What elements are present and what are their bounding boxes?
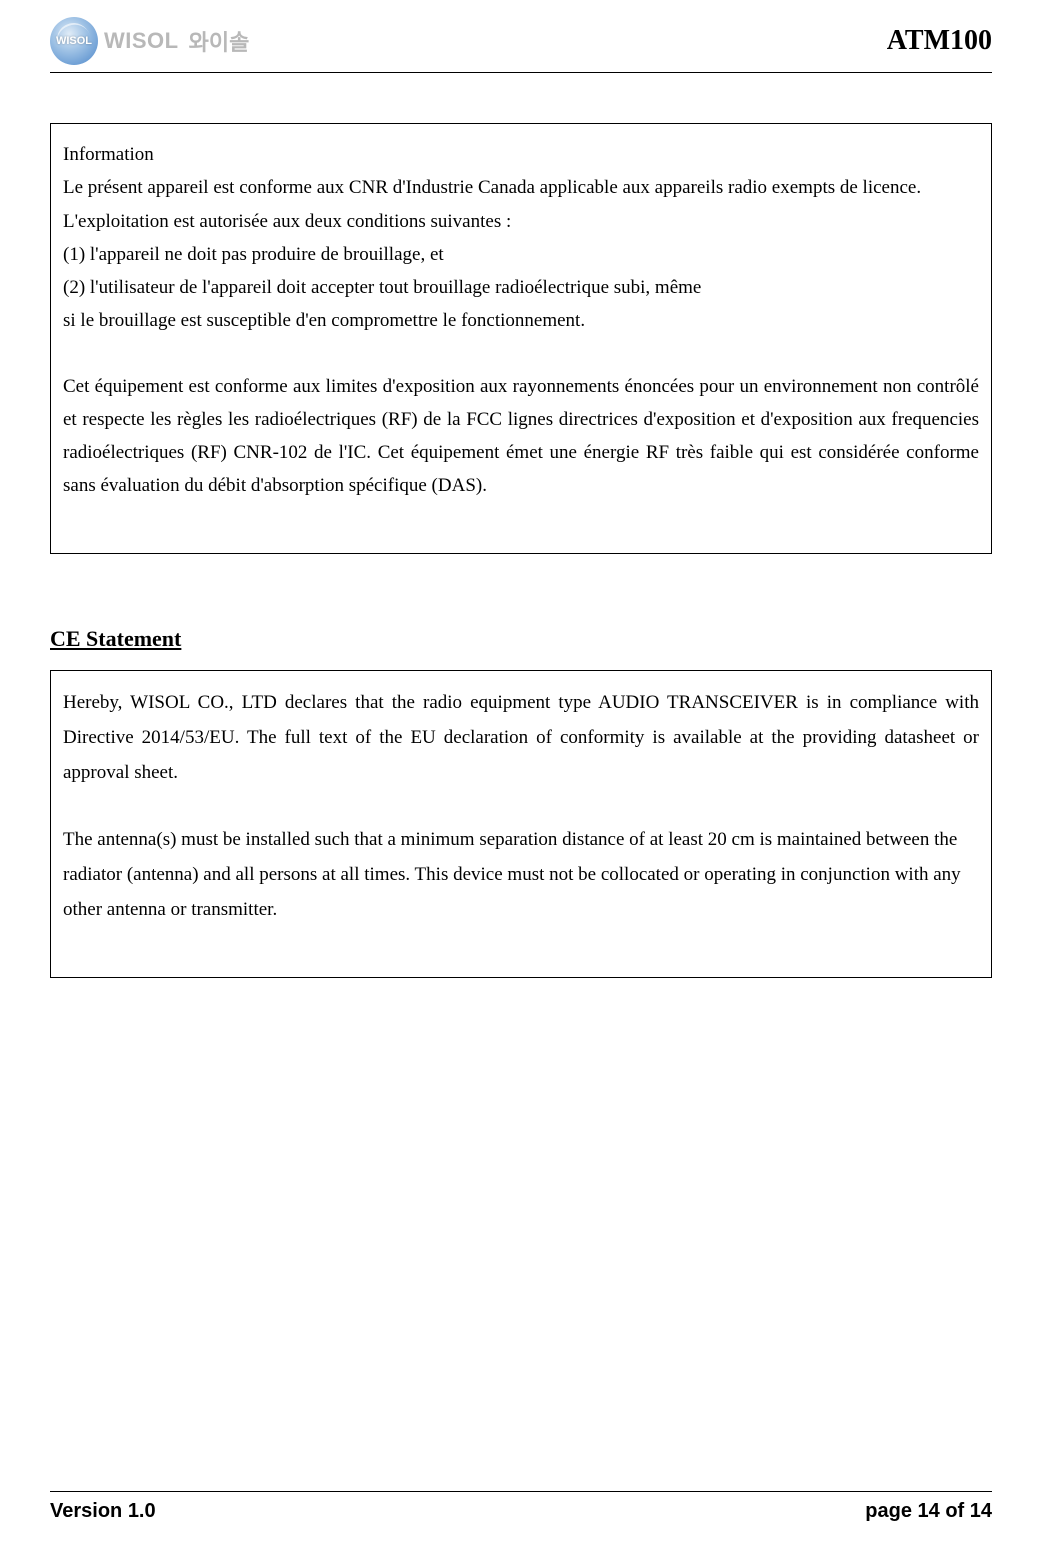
information-paragraph-1: Information Le présent appareil est conf… bbox=[63, 138, 979, 338]
ce-statement-box: Hereby, WISOL CO., LTD declares that the… bbox=[50, 670, 992, 979]
footer-divider bbox=[50, 1491, 992, 1492]
wisol-logo-icon: WISOL bbox=[50, 17, 98, 65]
info-line-3: (1) l'appareil ne doit pas produire de b… bbox=[63, 238, 979, 271]
page-footer: Version 1.0 page 14 of 14 bbox=[50, 1491, 992, 1523]
document-title: ATM100 bbox=[887, 25, 992, 57]
page-container: WISOL WISOL 와이솔 ATM100 Information Le pr… bbox=[0, 0, 1052, 1551]
info-line-4: (2) l'utilisateur de l'appareil doit acc… bbox=[63, 271, 979, 304]
ce-paragraph-2: The antenna(s) must be installed such th… bbox=[63, 822, 979, 927]
content-area: Information Le présent appareil est conf… bbox=[0, 73, 1052, 978]
info-line-5: si le brouillage est susceptible d'en co… bbox=[63, 304, 979, 337]
information-box: Information Le présent appareil est conf… bbox=[50, 123, 992, 554]
logo-badge-text: WISOL bbox=[56, 35, 92, 47]
logo-area: WISOL WISOL 와이솔 bbox=[50, 17, 249, 65]
ce-paragraph-1: Hereby, WISOL CO., LTD declares that the… bbox=[63, 685, 979, 790]
version-label: Version 1.0 bbox=[50, 1500, 156, 1523]
info-line-2: L'exploitation est autorisée aux deux co… bbox=[63, 205, 979, 238]
page-number: page 14 of 14 bbox=[865, 1500, 992, 1523]
logo-text: WISOL bbox=[104, 28, 179, 54]
page-header: WISOL WISOL 와이솔 ATM100 bbox=[0, 0, 1052, 72]
information-paragraph-2: Cet équipement est conforme aux limites … bbox=[63, 370, 979, 503]
logo-korean-text: 와이솔 bbox=[189, 25, 250, 57]
footer-row: Version 1.0 page 14 of 14 bbox=[50, 1500, 992, 1523]
ce-statement-heading: CE Statement bbox=[50, 626, 992, 652]
info-line-1: Le présent appareil est conforme aux CNR… bbox=[63, 171, 979, 204]
info-title: Information bbox=[63, 138, 979, 171]
